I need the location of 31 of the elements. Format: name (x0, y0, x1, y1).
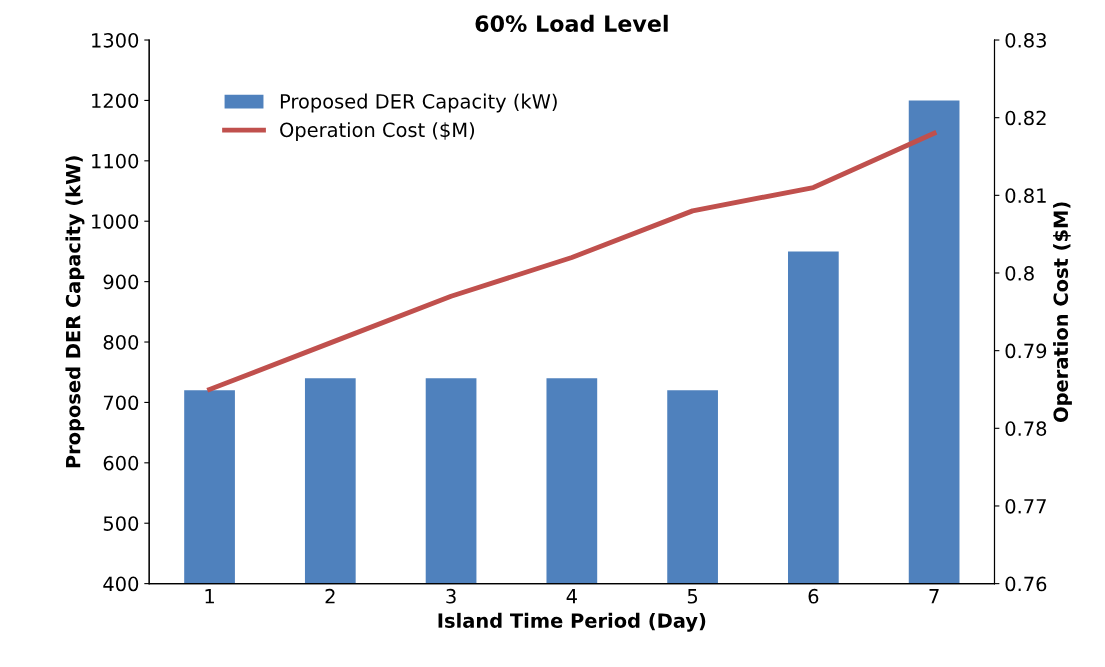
x-tick-label: 4 (566, 589, 577, 604)
x-axis-title: Island Time Period (Day) (438, 612, 706, 632)
x-tick-label: 2 (325, 588, 335, 604)
y2-tick-label: 0.79 (1005, 343, 1047, 359)
x-tick-label: 5 (687, 589, 698, 604)
y2-tick-label: 0.77 (1005, 498, 1046, 514)
x-tick-label: 6 (808, 588, 819, 604)
y-axis-title: Proposed DER Capacity (kW) (65, 156, 85, 468)
y2-tick-label: 0.76 (1005, 576, 1047, 592)
y-tick-label: 600 (103, 455, 139, 471)
y2-tick-label: 0.82 (1005, 110, 1046, 126)
y-tick-label: 500 (103, 516, 139, 531)
x-tick-label: 3 (446, 588, 456, 604)
y-tick-label: 900 (103, 274, 139, 290)
y-tick-label: 1100 (92, 153, 139, 169)
y2-tick-label: 0.83 (1005, 32, 1046, 48)
y-tick-label: 400 (103, 576, 139, 592)
y2-tick-label: 0.8 (1005, 265, 1034, 281)
y-tick-label: 1000 (92, 214, 139, 229)
legend-label: Proposed DER Capacity (kW) (280, 93, 557, 113)
legend-label: Operation Cost ($M) (280, 122, 475, 141)
x-tick-label: 7 (929, 589, 939, 604)
y2-tick-label: 0.78 (1005, 421, 1047, 436)
y-tick-label: 800 (103, 334, 139, 350)
y2-axis-title: Operation Cost ($M) (1053, 202, 1072, 422)
x-tick-label: 1 (205, 589, 214, 604)
y2-tick-label: 0.81 (1005, 188, 1046, 203)
chart-title: 60% Load Level (475, 14, 668, 32)
y-tick-label: 1300 (92, 32, 139, 48)
y-tick-label: 1200 (92, 93, 139, 109)
y-tick-label: 700 (103, 395, 139, 411)
